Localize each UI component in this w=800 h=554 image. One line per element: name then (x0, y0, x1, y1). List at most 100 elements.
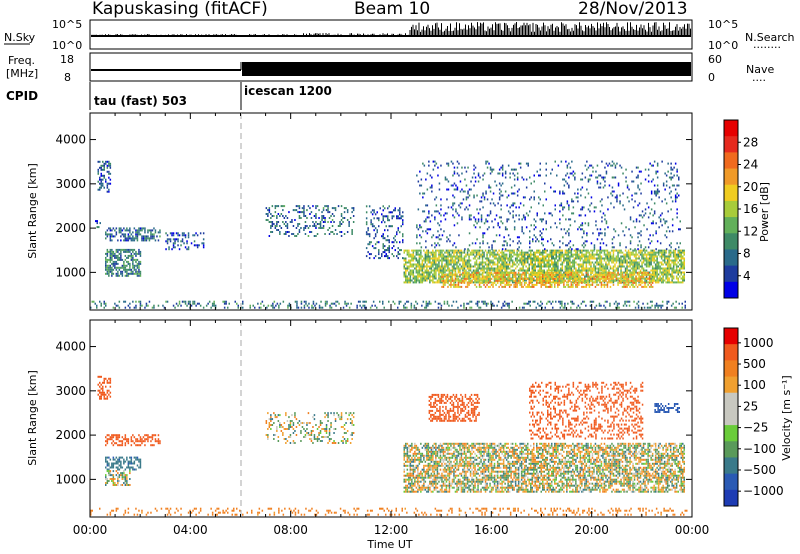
scatter-cell (465, 285, 467, 288)
scatter-cell (415, 263, 418, 266)
scatter-cell (551, 273, 553, 276)
scatter-cell (489, 255, 491, 258)
scatter-cell (552, 253, 554, 256)
scatter-cell (300, 217, 302, 219)
scatter-cell (609, 255, 612, 258)
scatter-cell (501, 172, 504, 175)
nave-dots: .... (752, 71, 766, 84)
scatter-cell (513, 275, 515, 278)
station-title: Kapuskasing (fitACF) (92, 0, 268, 19)
scatter-cell (474, 251, 476, 254)
scatter-cell (441, 255, 443, 258)
scatter-cell (596, 273, 598, 276)
scatter-cell (611, 281, 613, 284)
scatter-cell (492, 168, 495, 171)
scatter-cell (306, 217, 308, 219)
scatter-cell (621, 263, 624, 266)
scatter-cell (103, 164, 105, 167)
scatter-cell (560, 267, 562, 270)
scatter-cell (512, 204, 514, 207)
scatter-cell (172, 246, 175, 249)
scatter-cell (132, 250, 134, 253)
scatter-cell (556, 174, 558, 177)
scatter-cell (103, 162, 105, 165)
scatter-cell (459, 259, 461, 262)
scatter-cell (522, 216, 525, 219)
scatter-cell (562, 190, 564, 193)
scatter-cell (591, 257, 594, 260)
scatter-cell (668, 263, 670, 266)
scatter-cell (530, 255, 532, 258)
scatter-cell (555, 273, 557, 276)
scatter-cell (476, 194, 478, 197)
scatter-cell (462, 267, 464, 270)
scatter-cell (448, 263, 451, 266)
scatter-cell (453, 261, 455, 264)
scatter-cell (565, 180, 567, 183)
scatter-cell (568, 242, 570, 245)
scatter-cell (97, 168, 99, 171)
scatter-cell (535, 220, 537, 223)
scatter-cell (450, 271, 452, 274)
scatter-cell (511, 281, 514, 284)
scatter-cell (433, 277, 436, 280)
scatter-cell (636, 277, 639, 280)
scatter-cell (439, 281, 442, 284)
scatter-cell (609, 253, 612, 256)
scatter-cell (645, 261, 648, 264)
scatter-cell (531, 249, 533, 252)
scatter-cell (525, 251, 527, 254)
scatter-cell (450, 285, 452, 288)
scatter-cell (498, 277, 500, 280)
scatter-cell (374, 213, 377, 216)
scatter-cell (371, 225, 374, 228)
scatter-cell (572, 174, 575, 177)
scatter-cell (453, 265, 455, 268)
scatter-cell (458, 204, 460, 207)
scatter-cell (641, 275, 643, 278)
scatter-cell (391, 217, 393, 220)
scatter-cell (473, 194, 475, 197)
scatter-cell (636, 261, 639, 264)
scatter-cell (590, 202, 593, 205)
scatter-cell (177, 238, 179, 241)
scatter-cell (525, 279, 527, 282)
scatter-cell (627, 283, 630, 286)
scatter-cell (507, 218, 510, 221)
scatter-cell (650, 283, 652, 286)
scatter-cell (441, 285, 443, 288)
scatter-cell (135, 237, 137, 240)
scatter-cell (429, 257, 431, 260)
scatter-cell (592, 166, 594, 169)
scatter-cell (574, 172, 576, 175)
scatter-cell (472, 273, 475, 276)
scatter-cell (587, 222, 590, 225)
scatter-cell (109, 172, 112, 175)
scatter-cell (454, 257, 457, 260)
scatter-cell (559, 192, 561, 195)
scatter-cell (554, 285, 556, 288)
scatter-cell (420, 184, 423, 187)
scatter-cell (184, 236, 187, 239)
scatter-cell (620, 269, 622, 272)
scatter-cell (418, 281, 421, 284)
scatter-cell (575, 255, 577, 258)
scatter-cell (486, 166, 489, 169)
scatter-cell (382, 217, 384, 220)
scatter-cell (187, 246, 190, 249)
scatter-cell (412, 271, 415, 274)
scatter-cell (653, 259, 655, 262)
scatter-cell (516, 285, 518, 288)
scatter-cell (304, 225, 307, 227)
scatter-cell (514, 253, 517, 256)
scatter-cell (615, 255, 618, 258)
scatter-cell (611, 249, 613, 252)
scatter-cell (614, 275, 616, 278)
scatter-cell (528, 269, 530, 272)
scatter-cell (333, 215, 335, 217)
scatter-cell (500, 220, 502, 223)
scatter-cell (514, 283, 517, 286)
scatter-cell (456, 261, 458, 264)
scatter-cell (312, 205, 314, 208)
scatter-cell (487, 285, 490, 288)
